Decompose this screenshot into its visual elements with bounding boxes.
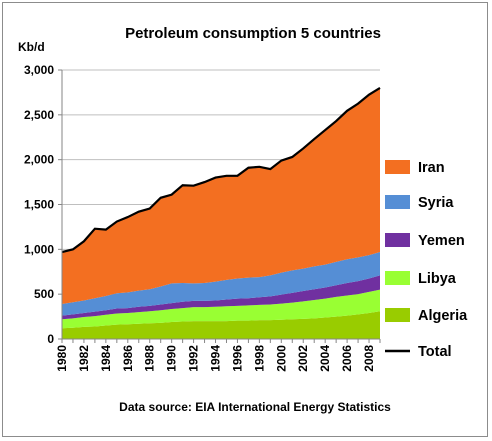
x-tick-label: 1998 <box>252 345 266 372</box>
area-algeria <box>62 311 380 339</box>
legend-swatch-yemen <box>385 233 410 247</box>
y-tick-label: 1,000 <box>24 242 54 256</box>
x-tick-label: 2008 <box>362 345 376 372</box>
x-tick-label: 1994 <box>209 345 223 372</box>
x-ticks: 1980 1982 1984 1986 1988 1990 1992 1994 1996 1998… <box>55 339 381 372</box>
area-series <box>62 87 380 339</box>
legend-label-algeria: Algeria <box>418 308 468 324</box>
legend-swatch-iran <box>385 160 410 174</box>
legend: Iran Syria Yemen Libya Algeria Total <box>385 160 468 360</box>
x-tick-label: 2000 <box>274 345 288 372</box>
y-tick-label: 0 <box>47 332 54 346</box>
area-yemen <box>62 275 380 320</box>
y-tick-label: 500 <box>34 287 54 301</box>
x-tick-label: 1980 <box>55 345 69 372</box>
legend-label-syria: Syria <box>418 195 454 211</box>
legend-label-yemen: Yemen <box>418 233 465 249</box>
legend-label-libya: Libya <box>418 271 457 287</box>
y-tick-label: 3,000 <box>24 63 54 77</box>
x-tick-label: 1982 <box>77 345 91 372</box>
x-tick-label: 1996 <box>230 345 244 372</box>
total-line <box>61 86 381 254</box>
data-source-note: Data source: EIA International Energy St… <box>119 400 391 414</box>
x-tick-label: 1984 <box>99 345 113 372</box>
legend-swatch-algeria <box>385 308 410 322</box>
y-tick-label: 1,500 <box>24 198 54 212</box>
legend-label-iran: Iran <box>418 160 445 176</box>
legend-swatch-libya <box>385 271 410 285</box>
x-tick-label: 1990 <box>165 345 179 372</box>
x-tick-label: 2004 <box>318 345 332 372</box>
legend-label-total: Total <box>418 344 452 360</box>
x-tick-label: 2006 <box>340 345 354 372</box>
area-iran <box>62 87 380 305</box>
chart-title: Petroleum consumption 5 countries <box>125 25 381 42</box>
area-libya <box>62 289 380 329</box>
y-tick-label: 2,500 <box>24 108 54 122</box>
y-axis-label: Kb/d <box>18 40 45 54</box>
x-tick-label: 2002 <box>296 345 310 372</box>
y-tick-label: 2,000 <box>24 153 54 167</box>
x-tick-label: 1992 <box>187 345 201 372</box>
area-syria <box>62 252 380 316</box>
legend-swatch-syria <box>385 195 410 209</box>
y-ticks: 0 500 1,000 1,500 2,000 2,500 3,000 <box>24 63 62 346</box>
x-tick-label: 1986 <box>121 345 135 372</box>
x-tick-label: 1988 <box>143 345 157 372</box>
